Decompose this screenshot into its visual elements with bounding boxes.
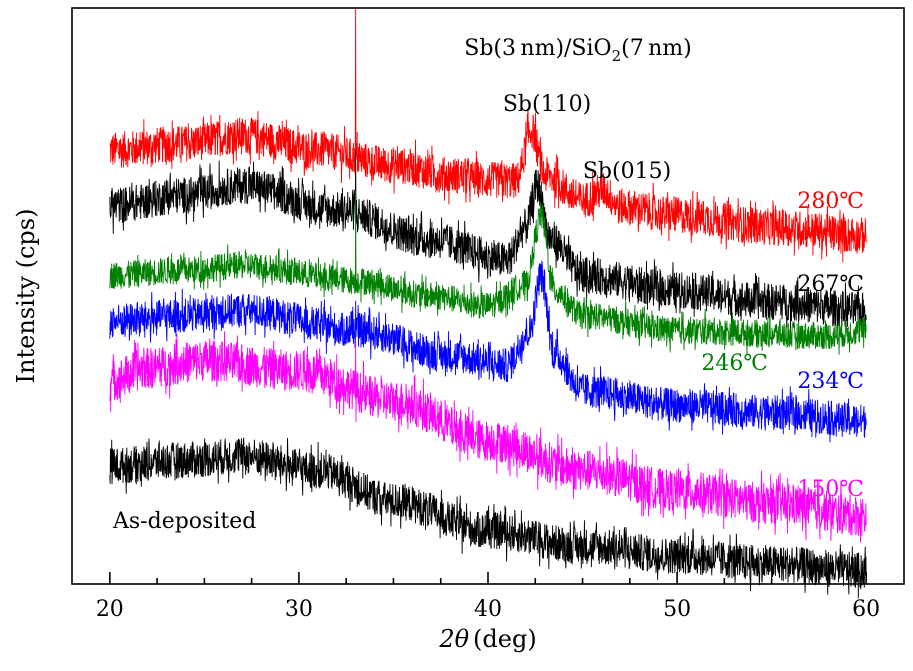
label-267: 267℃ (797, 272, 864, 297)
x-axis-label: 2θ (deg) (438, 625, 536, 653)
x-axis-ticks: 20 30 40 50 60 (96, 572, 880, 622)
series-line-1 (109, 150, 867, 335)
annotation-sb015: Sb(015) (583, 159, 671, 184)
label-as-deposited: As-deposited (112, 509, 256, 534)
label-280: 280℃ (797, 189, 864, 214)
series-line-4 (109, 331, 867, 543)
series-line-5 (109, 437, 867, 599)
annotation-sb110: Sb(110) (503, 92, 591, 117)
x-tick-label: 40 (474, 597, 502, 622)
x-tick-label: 60 (852, 597, 880, 622)
label-246: 246℃ (701, 351, 768, 376)
chart-title: Sb(3 nm)/SiO2(7 nm) (464, 36, 691, 65)
x-tick-label: 20 (96, 597, 124, 622)
label-150: 150℃ (797, 477, 864, 502)
traces (109, 7, 867, 599)
x-tick-label: 50 (663, 597, 691, 622)
series-line-0 (109, 7, 867, 263)
label-234: 234℃ (797, 369, 864, 394)
series-line-3 (109, 260, 867, 443)
series-line-2 (109, 190, 867, 355)
y-axis-label: Intensity (cps) (12, 209, 40, 384)
x-tick-label: 30 (285, 597, 313, 622)
